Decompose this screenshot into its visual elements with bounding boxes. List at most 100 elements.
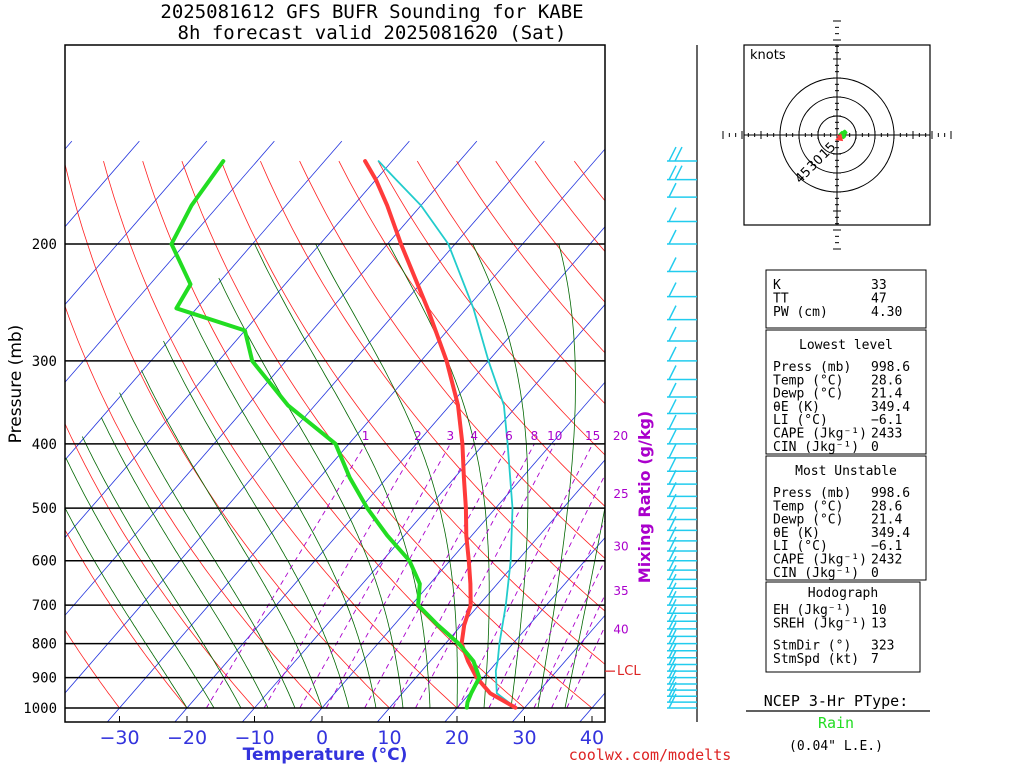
moist-adiabat [100,417,269,709]
wind-barb [667,346,697,362]
dry-adiabat [142,160,525,709]
isotherm [376,459,605,722]
temperature-tick-label: 40 [580,727,604,749]
index-label: StmSpd (kt) [773,652,859,667]
wind-barb [667,182,697,198]
dry-adiabat [103,160,458,709]
mixing-ratio-label: 8 [531,429,539,443]
index-value: 4.30 [871,305,902,320]
index-label: TT [773,292,789,307]
dewpoint-profile [169,159,482,710]
index-value: 10 [871,603,887,618]
isotherm [65,140,410,539]
mixing-ratio-label: 2 [414,429,422,443]
wind-barb [667,257,697,273]
wind-barb [667,165,697,181]
moist-adiabat [119,392,296,709]
storm-motion-arrowhead [835,133,844,142]
wind-barb-flag [674,165,683,181]
wind-barb-flag [668,182,677,198]
pressure-tick-label: 1000 [23,701,57,717]
temperature-tick-label: 10 [377,727,401,749]
wind-barb-flag [668,414,677,430]
mixing-ratio-label: 30 [613,540,628,554]
isotherm [241,303,605,722]
wind-barb-flag [668,456,677,472]
wind-barb [667,207,697,223]
wind-barb-flag [668,590,677,606]
ptype-panel: NCEP 3-Hr PType: Rain (0.04" L.E.) [746,692,930,754]
wind-barb-flag [668,165,677,181]
dry-adiabat [65,529,188,709]
index-label: θE (K) [773,400,820,415]
ptype-value: Rain [818,714,854,732]
hodograph-units: knots [750,48,786,63]
wind-barb [667,606,697,622]
moist-adiabat [65,457,215,709]
index-label: EH (Jkg⁻¹) [773,603,851,618]
wind-barb-flag [668,565,677,580]
wind-barb-flag [668,573,677,589]
mixing-ratio-line [457,443,594,709]
index-label: Temp (°C) [773,373,843,388]
index-label: CIN (Jkg⁻¹) [773,440,859,455]
index-label: Press (mb) [773,486,851,501]
site-credit: coolwx.com/modelts [569,746,732,764]
mixing-ratio-line [566,625,605,709]
wind-barb-flag [668,606,677,622]
index-value: 28.6 [871,373,902,388]
moist-adiabat [315,243,458,708]
isotherm [309,381,605,722]
mixing-ratio-line [299,443,451,709]
wind-barbs [667,146,697,709]
index-label: StmDir (°) [773,639,851,654]
isotherm [444,537,605,722]
mixing-ratio-line [205,443,366,709]
wind-barb [667,443,697,459]
mixing-ratio-line [325,443,475,709]
wind-barb [667,675,697,691]
mixing-ratio-label: 4 [470,429,478,443]
temperature-tick-label: 0 [316,727,328,749]
wind-barb-flag [668,526,677,542]
index-value: 7 [871,652,879,667]
dry-adiabat [181,160,593,709]
isotherm [65,140,275,383]
wind-barb-flag [668,429,677,445]
dry-adiabat [456,160,605,354]
mixing-ratio-line [551,593,605,709]
index-value: −6.1 [871,539,902,554]
dry-adiabat [65,162,390,709]
dry-adiabat [416,160,605,405]
mixing-ratio-label: 15 [585,429,600,443]
wind-barb-flag [668,443,677,459]
index-value: 21.4 [871,387,902,402]
temperature-tick-labels: −30 −20 −10 0 10 20 30 40 [99,716,604,749]
dry-adiabat [65,422,255,709]
wind-barb [667,469,697,485]
mixing-ratio-line [488,473,605,709]
wind-barb [667,456,697,473]
index-label: LI (°C) [773,539,828,554]
wind-barb-flag [674,146,683,162]
wind-barb-flag [668,598,677,614]
index-label: PW (cm) [773,305,828,320]
index-label: CAPE (Jkg⁻¹) [773,427,867,442]
mixing-ratio-label: 10 [547,429,562,443]
pressure-tick-label: 500 [32,501,57,517]
wind-barb-flag [668,399,677,414]
wind-barb-flag [668,326,677,342]
isotherm [65,140,478,616]
index-label: Press (mb) [773,360,851,375]
dry-adiabat [65,629,120,709]
index-value: −6.1 [871,413,902,428]
index-value: 998.6 [871,360,910,375]
index-value: 323 [871,639,894,654]
y-axis-title: Pressure (mb) [6,325,26,444]
mixing-ratio-label: 25 [613,487,628,501]
wind-barb-flag [668,257,677,272]
wind-barb-flag [668,516,677,531]
index-value: 28.6 [871,499,902,514]
